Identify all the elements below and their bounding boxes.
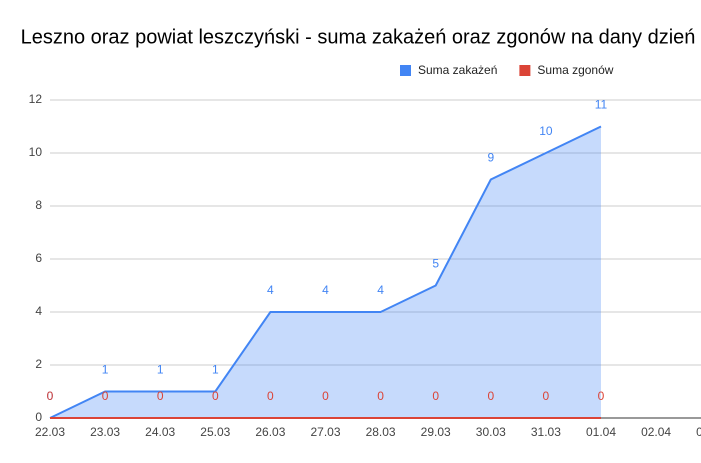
data-label: 0	[47, 389, 54, 403]
x-tick-label: 03.04	[696, 425, 701, 439]
x-tick-label: 31.03	[531, 425, 561, 439]
y-tick-label: 12	[29, 92, 43, 106]
x-tick-label: 23.03	[90, 425, 120, 439]
x-tick-label: 30.03	[476, 425, 506, 439]
data-label: 0	[598, 389, 605, 403]
data-label: 0	[322, 389, 329, 403]
y-tick-label: 6	[35, 251, 42, 265]
data-label: 4	[377, 283, 384, 297]
data-label: 0	[377, 389, 384, 403]
data-label: 1	[157, 363, 164, 377]
data-label: 0	[487, 389, 494, 403]
legend-swatch	[400, 65, 411, 76]
x-tick-label: 29.03	[421, 425, 451, 439]
data-label: 0	[157, 389, 164, 403]
data-label: 0	[543, 389, 550, 403]
y-tick-label: 0	[35, 410, 42, 424]
x-tick-label: 02.04	[641, 425, 671, 439]
data-label: 9	[487, 151, 494, 165]
x-tick-label: 26.03	[255, 425, 285, 439]
data-label: 4	[267, 283, 274, 297]
data-label: 0	[212, 389, 219, 403]
data-label: 5	[432, 257, 439, 271]
data-label: 0	[432, 389, 439, 403]
x-tick-label: 28.03	[366, 425, 396, 439]
chart-title: Leszno oraz powiat leszczyński - suma za…	[21, 26, 696, 48]
y-tick-label: 10	[29, 145, 43, 159]
data-label: 4	[322, 283, 329, 297]
legend-label: Suma zakażeń	[418, 63, 497, 77]
data-label: 1	[102, 363, 109, 377]
x-tick-label: 27.03	[310, 425, 340, 439]
y-tick-label: 8	[35, 198, 42, 212]
data-label: 1	[212, 363, 219, 377]
legend-swatch	[519, 65, 531, 76]
x-tick-label: 24.03	[145, 425, 175, 439]
y-tick-label: 4	[35, 304, 42, 318]
area	[50, 126, 601, 418]
data-label: 0	[47, 389, 54, 403]
x-tick-label: 25.03	[200, 425, 230, 439]
legend-label: Suma zgonów	[537, 63, 613, 77]
x-tick-label: 22.03	[35, 425, 65, 439]
x-tick-label: 01.04	[586, 425, 616, 439]
data-label: 0	[102, 389, 109, 403]
y-tick-label: 2	[35, 357, 42, 371]
data-label: 11	[595, 98, 608, 112]
data-label: 0	[267, 389, 274, 403]
data-label: 10	[539, 124, 553, 138]
line	[49, 125, 602, 419]
